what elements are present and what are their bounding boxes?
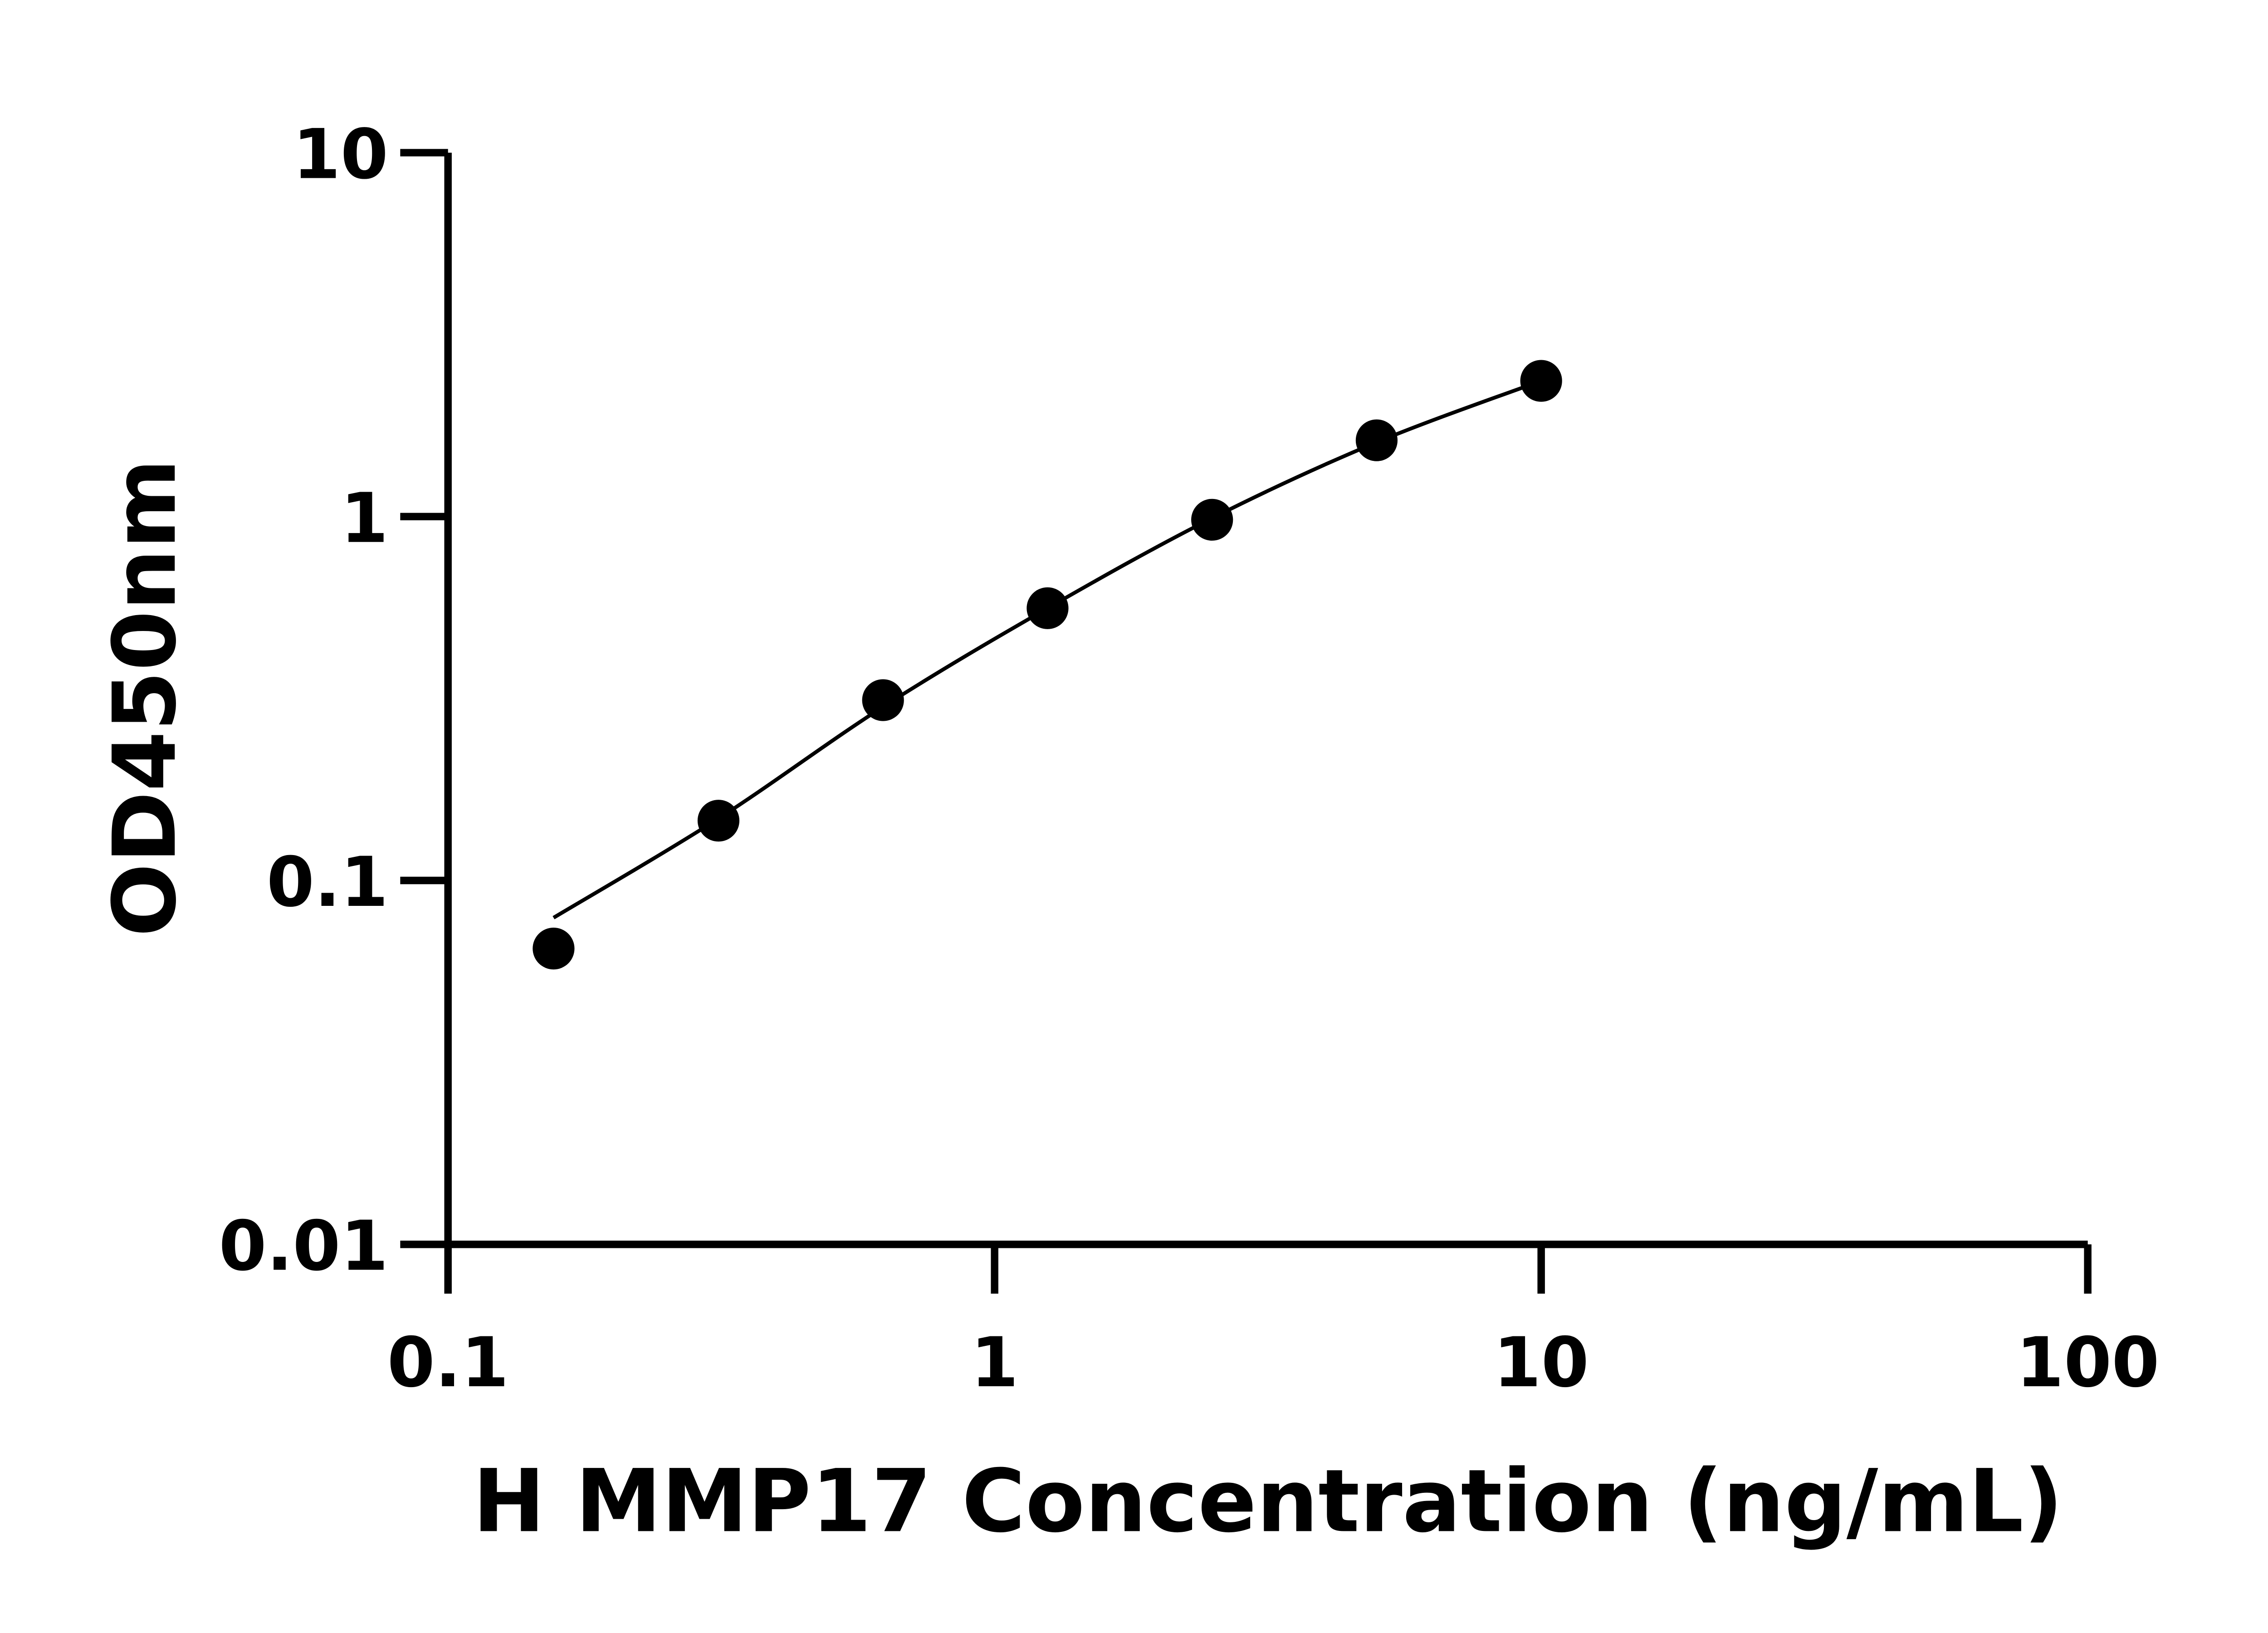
y-tick-label: 0.1 (267, 842, 388, 922)
data-points (533, 360, 1562, 970)
y-tick-label: 10 (293, 114, 388, 195)
ticks: 0.1 1 10 100 0.01 0.1 1 10 (219, 114, 2159, 1403)
data-point (533, 928, 575, 970)
x-tick-label: 100 (2016, 1322, 2160, 1403)
y-tick-label: 1 (341, 478, 388, 558)
y-axis-label: OD450nm (95, 459, 196, 937)
data-point (1355, 419, 1398, 461)
x-tick-label: 10 (1493, 1322, 1589, 1403)
x-tick-label: 1 (971, 1322, 1018, 1403)
x-tick-label: 0.1 (387, 1322, 509, 1403)
data-point (697, 800, 740, 842)
data-point (1520, 360, 1562, 402)
y-tick-label: 0.01 (219, 1206, 388, 1286)
axes (444, 152, 2088, 1248)
data-point (862, 679, 904, 721)
data-point (1191, 499, 1233, 541)
data-point (1026, 587, 1069, 629)
fit-curve (552, 379, 1542, 919)
x-axis-label: H MMP17 Concentration (ng/mL) (473, 1451, 2063, 1552)
